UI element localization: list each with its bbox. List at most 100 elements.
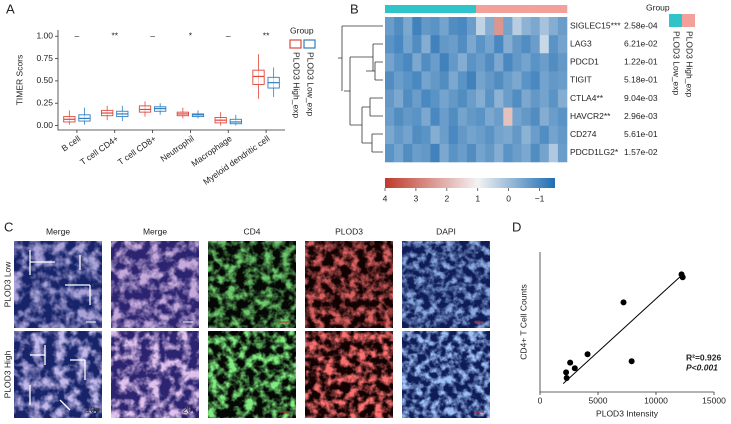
heat-cell — [485, 17, 495, 36]
heat-cell — [412, 107, 422, 127]
heat-cell — [457, 125, 468, 145]
x-axis-label: PLOD3 Intensity — [596, 408, 659, 418]
heat-cell — [521, 107, 531, 127]
x-tick-label: T cell CD8+ — [116, 133, 158, 167]
p-value: 2.58e-04 — [624, 20, 658, 30]
group-bar — [530, 5, 540, 13]
heat-cell — [485, 71, 495, 90]
colorbar-tick-label: 3 — [414, 193, 419, 203]
y-axis-label: TIMER Scors — [14, 55, 24, 106]
y-tick-label: 0.25 — [36, 97, 53, 107]
group-bar — [557, 5, 568, 13]
heat-cell — [512, 89, 522, 108]
heat-cell — [394, 125, 404, 145]
group-bar — [412, 5, 422, 13]
p-value: 5.61e-01 — [624, 129, 658, 139]
significance: – — [75, 30, 80, 40]
heat-cell — [530, 143, 540, 163]
p-value: 1.57e-02 — [624, 147, 658, 157]
row-label: CD274 — [570, 129, 597, 139]
heat-cell — [403, 71, 413, 90]
heat-cell — [539, 35, 550, 54]
heat-cell — [448, 107, 459, 127]
micrograph-texture — [14, 331, 102, 418]
heat-cell — [385, 35, 395, 54]
colorbar — [385, 178, 555, 188]
heat-cell — [439, 125, 449, 145]
heat-cell — [412, 53, 422, 72]
row-label: LAG3 — [570, 38, 592, 48]
significance: * — [189, 30, 193, 40]
heat-cell — [476, 71, 486, 90]
x-tick-label: Myeloid dendritic cell — [201, 133, 271, 187]
heat-cell — [494, 71, 504, 90]
heat-cell — [430, 143, 440, 163]
heat-cell — [521, 89, 531, 108]
heat-cell — [557, 17, 568, 36]
heat-cell — [421, 53, 431, 72]
heat-cell — [512, 143, 522, 163]
heat-cell — [485, 143, 495, 163]
significance: – — [150, 30, 155, 40]
p-value: 5.18e-01 — [624, 75, 658, 85]
heat-cell — [485, 53, 495, 72]
heat-cell — [548, 17, 559, 36]
heat-cell — [466, 71, 477, 90]
micrograph-texture — [305, 331, 393, 418]
micrograph-texture — [111, 331, 199, 418]
heat-cell — [539, 89, 550, 108]
y-tick-label: 0.75 — [36, 53, 53, 63]
micrograph-texture — [208, 241, 296, 328]
heat-cell — [394, 53, 404, 72]
x-tick-label: 5000 — [589, 395, 608, 405]
row-label: HAVCR2** — [570, 111, 611, 121]
heat-cell — [439, 17, 449, 36]
row-label: PDCD1 — [570, 57, 599, 67]
heat-cell — [548, 107, 559, 127]
heat-cell — [557, 35, 568, 54]
magnification: 20× — [183, 404, 197, 414]
heat-cell — [448, 125, 459, 145]
heat-cell — [503, 143, 513, 163]
heat-cell — [394, 143, 404, 163]
heat-cell — [512, 35, 522, 54]
heat-cell — [512, 53, 522, 72]
heat-cell — [539, 143, 550, 163]
heat-cell — [466, 35, 477, 54]
legend-label: PLOD3 Low_exp — [671, 31, 681, 96]
heat-cell — [403, 17, 413, 36]
heat-cell — [539, 71, 550, 90]
significance: ** — [111, 30, 118, 40]
legend-label: PLOD3 High_exp — [291, 52, 301, 118]
heat-cell — [539, 53, 550, 72]
heat-cell — [494, 17, 504, 36]
heat-cell — [557, 107, 568, 127]
p-value: 9.04e-03 — [624, 93, 658, 103]
heat-cell — [512, 125, 522, 145]
heat-cell — [485, 125, 495, 145]
heat-cell — [521, 35, 531, 54]
panel-label: A — [6, 1, 15, 16]
heat-cell — [557, 89, 568, 108]
heat-cell — [539, 17, 550, 36]
group-bar — [385, 5, 395, 13]
group-bar — [539, 5, 550, 13]
panel-label: D — [512, 219, 521, 234]
point — [571, 365, 578, 372]
heat-cell — [466, 125, 477, 145]
heat-cell — [557, 125, 568, 145]
heat-cell — [412, 35, 422, 54]
legend-swatch — [289, 39, 302, 49]
heat-cell — [448, 35, 459, 54]
legend-label: PLOD3 High_exp — [684, 31, 694, 97]
colorbar-tick-label: 0 — [506, 193, 511, 203]
heat-cell — [521, 125, 531, 145]
point — [563, 369, 570, 376]
heat-cell — [530, 53, 540, 72]
heat-cell — [430, 89, 440, 108]
group-bar — [466, 5, 477, 13]
heat-cell — [548, 71, 559, 90]
heat-cell — [548, 143, 559, 163]
heat-cell — [448, 53, 459, 72]
heat-cell — [476, 17, 486, 36]
